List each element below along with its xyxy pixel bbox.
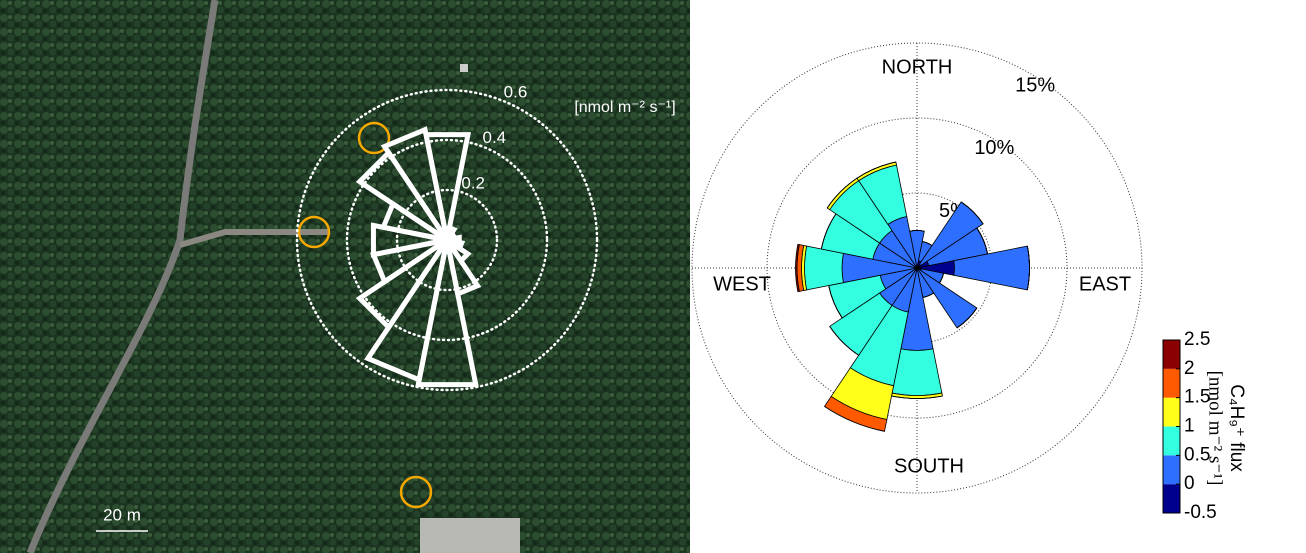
colorbar-label: C₄H₉⁺ flux [1226, 384, 1247, 472]
direction-label: SOUTH [894, 455, 964, 477]
walkway [179, 229, 330, 248]
colorbar-tick-label: 1 [1184, 416, 1195, 437]
forest [0, 0, 690, 553]
rose-segment [891, 395, 943, 399]
direction-label: WEST [713, 273, 771, 295]
direction-label: NORTH [882, 56, 953, 78]
unit-label: [nmol m⁻² s⁻¹] [574, 99, 675, 116]
rose-segment [824, 406, 885, 432]
satellite-image: 20 m [0, 0, 690, 553]
rose-segment [922, 292, 934, 298]
grid-ring [691, 42, 1143, 494]
r-tick-label: 0.6 [504, 83, 528, 102]
grid-ring [766, 117, 1068, 419]
colorbar-block [1163, 484, 1180, 513]
scale-bar-label: 20 m [103, 505, 141, 524]
rose-segment [826, 177, 858, 209]
r-tick-label: 10% [974, 137, 1014, 159]
direction-label: EAST [1079, 273, 1131, 295]
colorbar-tick-label: 2.5 [1184, 329, 1210, 350]
site-marker [399, 475, 433, 509]
colorbar-block [1163, 368, 1180, 398]
rose-segment [829, 326, 859, 356]
tower [460, 64, 468, 72]
colorbar-tick-label: 0 [1184, 473, 1195, 494]
colorbar-tick-label: -0.5 [1184, 502, 1217, 523]
grid-ring [345, 138, 549, 342]
colorbar-label: [nmol m⁻² s⁻¹] [1205, 371, 1226, 486]
colorbar-block [1163, 340, 1180, 369]
flux-rose: 0.2 0.4 0.6 [295, 83, 599, 392]
site-marker [357, 121, 391, 155]
rose-segment [939, 273, 944, 284]
colorbar-block [1163, 426, 1180, 456]
grid-ring [395, 188, 499, 292]
building [420, 518, 520, 553]
grid-ring [295, 88, 599, 392]
road [26, 0, 219, 553]
rose-segment [795, 243, 800, 293]
rose-segment [922, 241, 933, 246]
colorbar-tick-label: 0.5 [1184, 444, 1210, 465]
rose-segment [976, 227, 989, 255]
rose-segment [856, 161, 897, 179]
colorbar-block [1163, 397, 1180, 427]
r-tick-label: 0.2 [461, 173, 485, 192]
colorbar-tick-label: 1.5 [1184, 387, 1210, 408]
rose-segment [960, 201, 984, 225]
rose-segment [804, 245, 844, 291]
r-tick-label: 0.4 [483, 128, 507, 147]
colorbar-tick-label: 2 [1184, 358, 1195, 379]
colorbar-block [1163, 455, 1180, 485]
r-tick-label: 15% [1015, 74, 1055, 96]
flux-wedge [380, 126, 450, 242]
site-marker [297, 215, 331, 249]
